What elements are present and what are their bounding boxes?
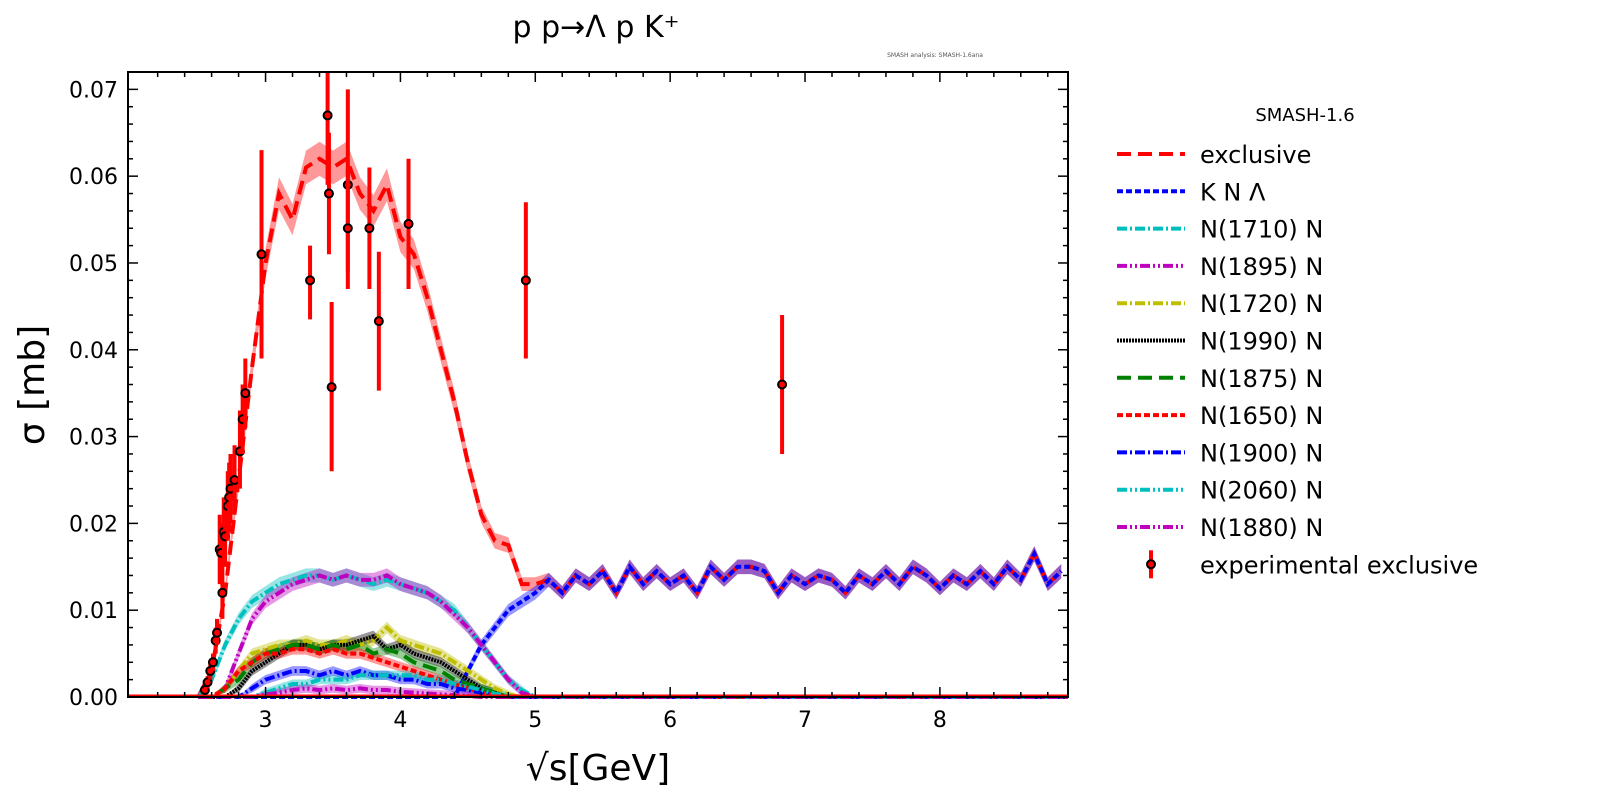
y-tick-label: 0.05 bbox=[69, 252, 118, 277]
legend-label: N(1900) N bbox=[1200, 439, 1323, 467]
data-point bbox=[217, 587, 228, 598]
x-tick-label: 7 bbox=[798, 708, 812, 733]
series-line-1 bbox=[198, 549, 1063, 699]
band-0 bbox=[198, 141, 1062, 697]
legend-label: N(1990) N bbox=[1200, 328, 1323, 356]
data-point bbox=[342, 223, 353, 234]
axis-ticks: 3 4 5 6 7 8 0.00 0.01 0.02 0.03 0.04 0.05 0.06 0.07 bbox=[69, 71, 1068, 733]
band-10 bbox=[198, 683, 1068, 697]
x-tick-label: 6 bbox=[663, 708, 677, 733]
legend: exclusive K N Λ N(1710) N N(1895) N N(1720) … bbox=[1117, 141, 1478, 579]
legend-title: SMASH-1.6 bbox=[1255, 105, 1354, 126]
experimental-points bbox=[199, 72, 788, 696]
legend-label: N(1720) N bbox=[1200, 290, 1323, 318]
data-point bbox=[323, 188, 334, 199]
y-tick-label: 0.00 bbox=[69, 686, 118, 711]
data-point bbox=[326, 382, 337, 393]
y-tick-label: 0.03 bbox=[69, 426, 118, 451]
legend-label: experimental exclusive bbox=[1200, 551, 1478, 579]
x-tick-label: 3 bbox=[259, 708, 273, 733]
legend-label: N(1880) N bbox=[1200, 514, 1323, 542]
y-tick-label: 0.07 bbox=[69, 78, 118, 103]
y-tick-label: 0.06 bbox=[69, 165, 118, 190]
series-line-3 bbox=[198, 573, 1068, 699]
data-point bbox=[373, 316, 384, 327]
band-8 bbox=[198, 666, 1068, 697]
legend-label: N(1895) N bbox=[1200, 253, 1323, 281]
data-point bbox=[322, 110, 333, 121]
legend-label: exclusive bbox=[1200, 141, 1311, 169]
data-point bbox=[403, 218, 414, 229]
series-line-8 bbox=[198, 668, 1068, 699]
band-6 bbox=[198, 639, 1068, 697]
series-lines bbox=[128, 155, 1068, 699]
y-tick-label: 0.04 bbox=[69, 339, 118, 364]
legend-label: N(1875) N bbox=[1200, 365, 1323, 393]
data-point bbox=[520, 275, 531, 286]
legend-label: N(1650) N bbox=[1200, 402, 1323, 430]
data-point bbox=[202, 677, 213, 688]
data-point bbox=[305, 275, 316, 286]
data-point bbox=[777, 379, 788, 390]
series-line-4 bbox=[198, 624, 1068, 699]
x-axis-label: √s[GeV] bbox=[526, 748, 670, 789]
x-tick-label: 4 bbox=[393, 708, 407, 733]
series-line-7 bbox=[198, 647, 1068, 699]
y-tick-label: 0.02 bbox=[69, 512, 118, 537]
x-tick-label: 5 bbox=[528, 708, 542, 733]
y-tick-label: 0.01 bbox=[69, 599, 118, 624]
chart-title: p p→Λ p K⁺ bbox=[513, 10, 680, 45]
y-axis-label: σ [mb] bbox=[12, 325, 53, 445]
legend-label: N(1710) N bbox=[1200, 216, 1323, 244]
band-4 bbox=[198, 621, 1068, 697]
legend-label: K N Λ bbox=[1200, 178, 1266, 206]
x-tick-label: 8 bbox=[933, 708, 947, 733]
data-point bbox=[207, 657, 218, 668]
band-7 bbox=[198, 643, 1068, 697]
data-point bbox=[256, 249, 267, 260]
data-point bbox=[212, 627, 223, 638]
legend-marker-experimental bbox=[1146, 559, 1156, 570]
series-line-2 bbox=[196, 573, 1068, 699]
data-point bbox=[229, 474, 240, 485]
legend-label: N(2060) N bbox=[1200, 477, 1323, 505]
data-point bbox=[240, 388, 251, 399]
analysis-annotation: SMASH analysis: SMASH-1.6ana bbox=[887, 52, 983, 59]
data-point bbox=[364, 223, 375, 234]
